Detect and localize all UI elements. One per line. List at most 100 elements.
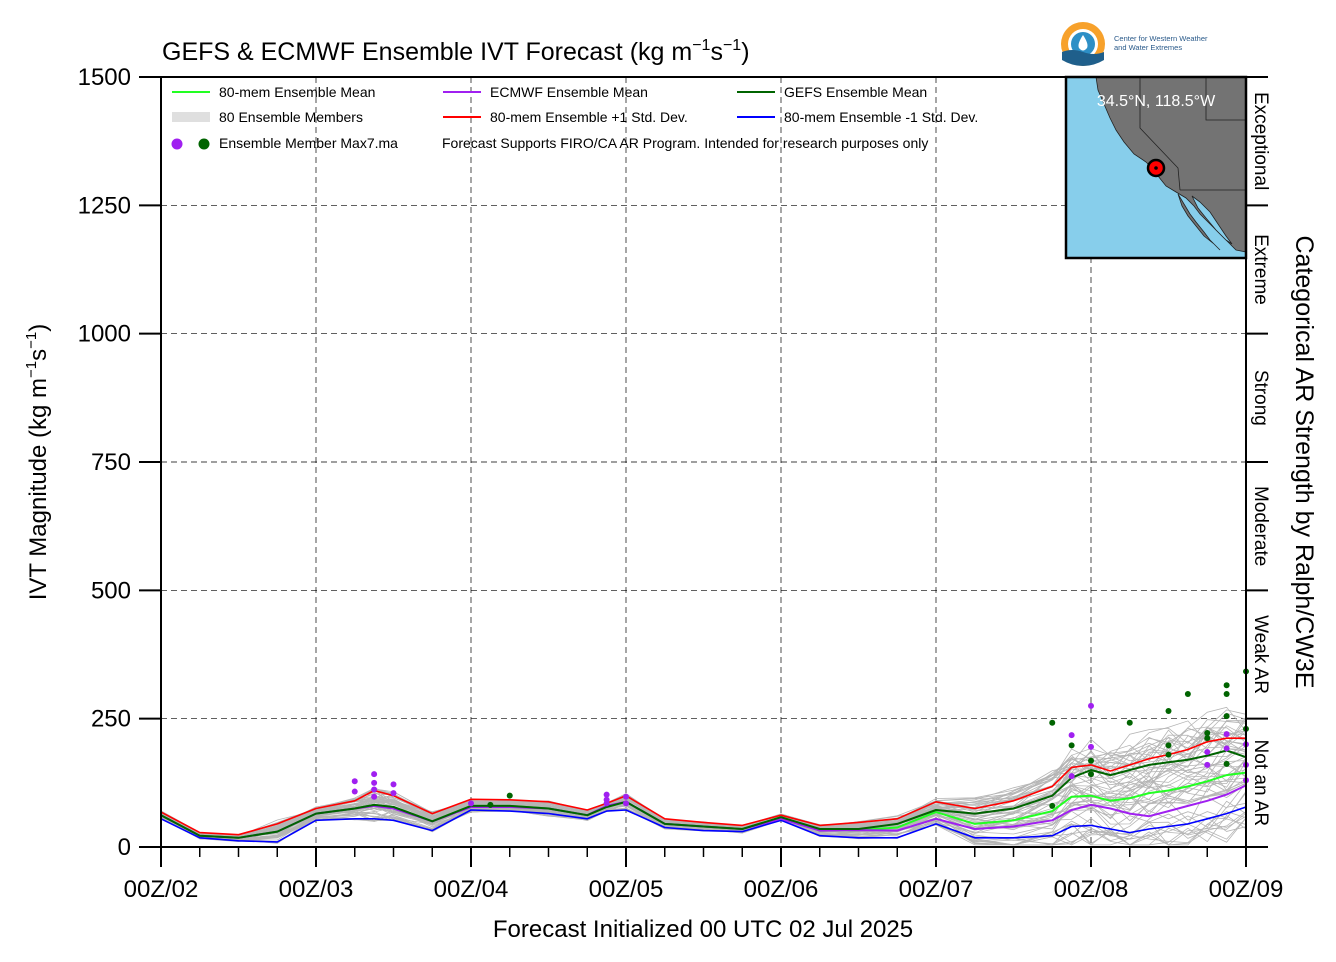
x-tick-label-9: 00Z/09 <box>1209 876 1284 903</box>
x-tick-label-6: 00Z/06 <box>744 876 819 903</box>
logo-text-line1: Center for Western Weather <box>1114 34 1208 43</box>
gefs-max-point <box>1184 691 1191 698</box>
y-tick-label-250: 250 <box>91 706 131 733</box>
ecmwf-max-point <box>351 778 358 785</box>
gefs-max-point <box>1049 719 1056 726</box>
legend-label-minus-std: 80-mem Ensemble -1 Std. Dev. <box>784 109 978 125</box>
ecmwf-max-point <box>623 800 629 807</box>
gefs-max-point <box>1068 742 1075 749</box>
ecmwf-max-point <box>371 793 378 800</box>
gefs-max-point <box>1223 691 1230 698</box>
logo-water-waves <box>1062 50 1104 66</box>
ensemble-member-line <box>160 737 1247 836</box>
x-tick-label-5: 00Z/05 <box>589 876 664 903</box>
gefs-max-point <box>1204 735 1211 742</box>
gefs-max-point <box>1088 757 1094 764</box>
right-axis-label: Categorical AR Strength by Ralph/CW3E <box>1290 236 1318 689</box>
gefs-max-point <box>1126 719 1133 726</box>
inset-map-gulf <box>1191 195 1233 245</box>
axes-layer: 0 250 500 750 1000 1250 1500 00Z/02 00Z/03 00Z/04… <box>78 64 1284 903</box>
inset-map-location-label: 34.5°N, 118.5°W <box>1097 93 1216 110</box>
ar-category-label: Weak AR <box>1250 615 1271 694</box>
series-plus-std <box>160 737 1246 836</box>
gefs-max-point <box>1088 771 1094 778</box>
gefs-max-point <box>1165 742 1172 749</box>
legend: 80-mem Ensemble Mean ECMWF Ensemble Mean… <box>171 84 978 151</box>
series-layer <box>160 737 1247 843</box>
ar-category-label: Exceptional <box>1250 92 1271 190</box>
ecmwf-max-point <box>1088 702 1094 709</box>
ecmwf-max-point <box>371 786 378 793</box>
ar-category-label: Extreme <box>1250 234 1271 305</box>
gefs-max-point <box>1204 730 1211 737</box>
x-tick-label-8: 00Z/08 <box>1054 876 1129 903</box>
inset-map-baja <box>1177 193 1221 251</box>
ar-category-layer: Not an AR Weak AR Moderate Strong Extreme Exc… <box>1246 76 1271 848</box>
x-tick-label-4: 00Z/04 <box>434 876 509 903</box>
inset-map: 34.5°N, 118.5°W <box>1064 75 1248 260</box>
logo-text-line2: and Water Extremes <box>1114 43 1182 52</box>
ensemble-members-layer <box>160 706 1247 846</box>
ecmwf-max-point <box>390 781 397 788</box>
legend-label-plus-std: 80-mem Ensemble +1 Std. Dev. <box>490 109 688 125</box>
ecmwf-max-point <box>468 800 474 807</box>
legend-label-80mem-mean: 80-mem Ensemble Mean <box>219 84 375 100</box>
ecmwf-max-point <box>390 790 397 797</box>
x-axis-label: Forecast Initialized 00 UTC 02 Jul 2025 <box>493 916 913 943</box>
legend-label-gefs-mean: GEFS Ensemble Mean <box>784 84 927 100</box>
ecmwf-max-point <box>351 788 358 795</box>
x-tick-label-7: 00Z/07 <box>899 876 974 903</box>
legend-label-ecmwf-mean: ECMWF Ensemble Mean <box>490 84 648 100</box>
ecmwf-max-point <box>371 771 378 778</box>
y-tick-label-500: 500 <box>91 577 131 604</box>
grid-layer <box>161 77 1246 847</box>
inset-map-state-border <box>1139 77 1246 191</box>
series-gefs-mean <box>160 749 1247 839</box>
ecmwf-max-point <box>1223 731 1230 738</box>
ecmwf-max-point <box>1088 743 1094 750</box>
x-tick-label-2: 00Z/02 <box>124 876 199 903</box>
series-minus-std <box>160 806 1247 843</box>
legend-dot-ecmwf-max <box>171 138 183 150</box>
legend-label-members: 80 Ensemble Members <box>219 109 363 125</box>
ecmwf-max-point <box>1223 745 1230 752</box>
y-tick-label-0: 0 <box>118 834 131 861</box>
y-tick-label-1250: 1250 <box>78 192 131 219</box>
logo-drop-icon <box>1078 35 1088 51</box>
ecmwf-max-point <box>603 791 610 798</box>
ecmwf-max-point <box>1204 749 1211 756</box>
legend-label-max: Ensemble Member Max7.ma <box>219 135 398 151</box>
ecmwf-max-point <box>623 793 629 800</box>
gefs-max-point <box>1165 751 1172 758</box>
y-tick-label-1000: 1000 <box>78 321 131 348</box>
ecmwf-max-point <box>1068 732 1075 739</box>
ensemble-member-line <box>160 726 1247 837</box>
ar-category-label: Moderate <box>1250 486 1271 566</box>
inset-map-location-center <box>1154 166 1158 170</box>
legend-note: Forecast Supports FIRO/CA AR Program. In… <box>442 135 928 151</box>
legend-dot-gefs-max <box>198 138 210 150</box>
gefs-max-point <box>487 801 494 808</box>
ar-category-label: Strong <box>1250 370 1271 426</box>
y-tick-label-750: 750 <box>91 449 131 476</box>
inset-map-land <box>1095 76 1247 253</box>
gefs-max-point <box>1223 760 1230 767</box>
gefs-max-point <box>1049 802 1056 809</box>
inset-map-frame <box>1064 75 1248 260</box>
chart-title: GEFS & ECMWF Ensemble IVT Forecast (kg m… <box>162 37 750 66</box>
ecmwf-max-point <box>1204 761 1211 768</box>
gefs-max-point <box>506 792 513 799</box>
ecmwf-max-point <box>371 779 378 786</box>
gefs-max-point <box>1223 682 1230 689</box>
gefs-max-point <box>1223 713 1230 720</box>
legend-swatch-members <box>172 112 210 122</box>
cw3e-logo: Center for Western Weather and Water Ext… <box>1061 22 1208 66</box>
ecmwf-max-point <box>603 800 610 807</box>
x-tick-label-3: 00Z/03 <box>279 876 354 903</box>
y-axis-label: IVT Magnitude (kg m−1s−1) <box>23 324 52 601</box>
ar-category-label: Not an AR <box>1250 740 1271 827</box>
gefs-max-point <box>1165 707 1172 714</box>
ecmwf-max-point <box>1068 773 1075 780</box>
